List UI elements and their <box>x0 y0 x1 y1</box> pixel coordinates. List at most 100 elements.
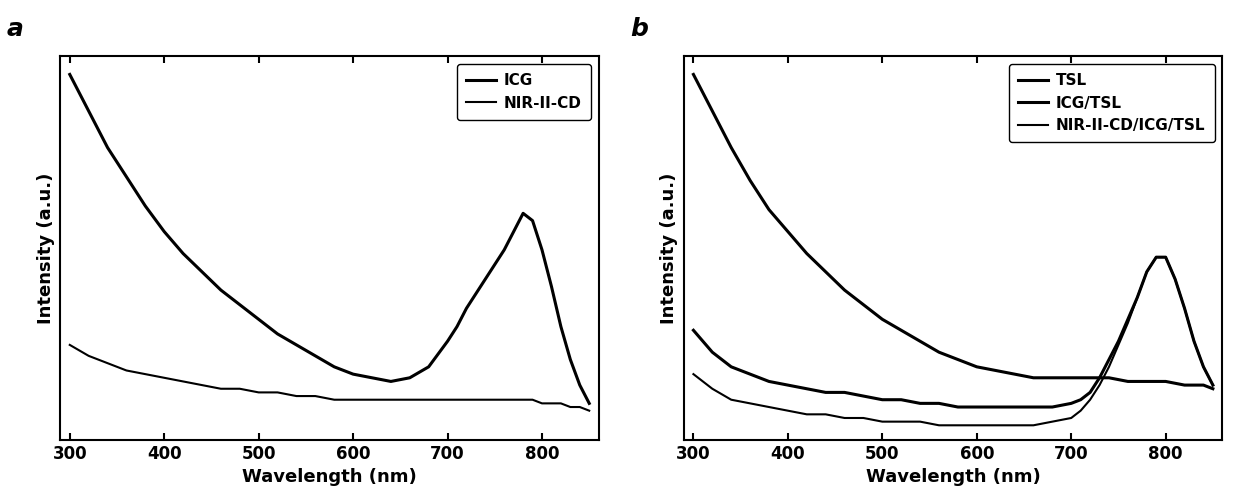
NIR-II-CD/ICG/TSL <box>1167 276 1182 282</box>
X-axis label: Wavelength (nm): Wavelength (nm) <box>866 468 1041 486</box>
NIR-II-CD/ICG/TSL <box>950 423 965 429</box>
NIR-II-CD/ICG/TSL <box>875 418 890 425</box>
NIR-II-CD/ICG/TSL <box>1007 423 1022 429</box>
NIR-II-CD/ICG/TSL <box>799 411 814 417</box>
ICG <box>383 378 398 384</box>
Line: ICG: ICG <box>69 74 590 403</box>
NIR-II-CD <box>270 389 285 395</box>
ICG/TSL <box>1130 294 1145 300</box>
NIR-II-CD/ICG/TSL <box>1140 269 1155 275</box>
Text: a: a <box>6 17 24 41</box>
TSL <box>875 316 890 322</box>
ICG <box>507 228 522 234</box>
NIR-II-CD <box>119 368 134 374</box>
ICG/TSL <box>1111 338 1126 344</box>
ICG <box>440 338 455 344</box>
Line: ICG/TSL: ICG/TSL <box>694 257 1213 407</box>
TSL <box>856 302 871 308</box>
TSL <box>1206 386 1220 392</box>
ICG <box>307 353 322 359</box>
NIR-II-CD/ICG/TSL <box>686 371 701 377</box>
NIR-II-CD <box>582 407 597 413</box>
ICG <box>82 108 97 114</box>
ICG <box>119 174 134 180</box>
TSL <box>838 287 852 293</box>
NIR-II-CD <box>534 400 549 406</box>
TSL <box>705 108 720 114</box>
NIR-II-CD <box>100 360 115 366</box>
ICG/TSL <box>913 400 928 406</box>
NIR-II-CD/ICG/TSL <box>1101 364 1116 370</box>
TSL <box>1196 382 1211 388</box>
NIR-II-CD <box>450 397 465 403</box>
ICG/TSL <box>969 404 984 410</box>
ICG/TSL <box>781 382 795 388</box>
TSL <box>989 368 1004 374</box>
ICG <box>403 375 418 381</box>
NIR-II-CD <box>440 397 455 403</box>
X-axis label: Wavelength (nm): Wavelength (nm) <box>242 468 416 486</box>
ICG/TSL <box>950 404 965 410</box>
NIR-II-CD/ICG/TSL <box>893 418 908 425</box>
NIR-II-CD/ICG/TSL <box>724 397 738 403</box>
TSL <box>1101 375 1116 381</box>
NIR-II-CD <box>403 397 418 403</box>
ICG <box>544 283 559 289</box>
ICG/TSL <box>799 386 814 392</box>
ICG <box>364 375 379 381</box>
ICG <box>421 364 436 370</box>
NIR-II-CD/ICG/TSL <box>1130 294 1145 300</box>
TSL <box>781 228 795 234</box>
ICG <box>289 342 304 348</box>
TSL <box>742 178 757 184</box>
ICG/TSL <box>1073 397 1088 403</box>
NIR-II-CD/ICG/TSL <box>913 418 928 425</box>
NIR-II-CD <box>252 389 266 395</box>
NIR-II-CD/ICG/TSL <box>838 415 852 421</box>
NIR-II-CD <box>307 393 322 399</box>
ICG <box>582 400 597 406</box>
NIR-II-CD <box>487 397 502 403</box>
ICG/TSL <box>742 371 757 377</box>
NIR-II-CD <box>157 375 172 381</box>
ICG <box>213 287 228 293</box>
NIR-II-CD <box>421 397 436 403</box>
NIR-II-CD/ICG/TSL <box>1073 407 1088 413</box>
Legend: TSL, ICG/TSL, NIR-II-CD/ICG/TSL: TSL, ICG/TSL, NIR-II-CD/ICG/TSL <box>1009 64 1214 142</box>
ICG <box>554 323 569 329</box>
NIR-II-CD <box>515 397 530 403</box>
TSL <box>1044 375 1059 381</box>
NIR-II-CD <box>176 378 191 384</box>
NIR-II-CD/ICG/TSL <box>1149 254 1163 260</box>
NIR-II-CD <box>478 397 493 403</box>
NIR-II-CD/ICG/TSL <box>1111 342 1126 348</box>
TSL <box>1120 378 1135 384</box>
NIR-II-CD/ICG/TSL <box>1120 320 1135 326</box>
NIR-II-CD/ICG/TSL <box>781 407 795 413</box>
ICG <box>572 382 587 388</box>
NIR-II-CD/ICG/TSL <box>1187 338 1202 344</box>
NIR-II-CD <box>233 386 248 392</box>
NIR-II-CD/ICG/TSL <box>1196 364 1211 370</box>
NIR-II-CD/ICG/TSL <box>1083 397 1098 403</box>
NIR-II-CD <box>383 397 398 403</box>
ICG/TSL <box>932 400 947 406</box>
NIR-II-CD/ICG/TSL <box>818 411 833 417</box>
ICG <box>252 316 266 322</box>
ICG <box>157 228 172 234</box>
ICG/TSL <box>1177 305 1192 311</box>
ICG <box>233 302 248 308</box>
NIR-II-CD/ICG/TSL <box>989 423 1004 429</box>
NIR-II-CD/ICG/TSL <box>969 423 984 429</box>
ICG/TSL <box>838 389 852 395</box>
ICG <box>176 250 191 257</box>
ICG <box>478 276 493 282</box>
NIR-II-CD/ICG/TSL <box>1044 418 1059 425</box>
NIR-II-CD <box>327 397 342 403</box>
NIR-II-CD <box>138 371 152 377</box>
ICG <box>195 269 209 275</box>
ICG/TSL <box>1092 375 1106 381</box>
TSL <box>1026 375 1041 381</box>
NIR-II-CD <box>213 386 228 392</box>
ICG <box>327 364 342 370</box>
